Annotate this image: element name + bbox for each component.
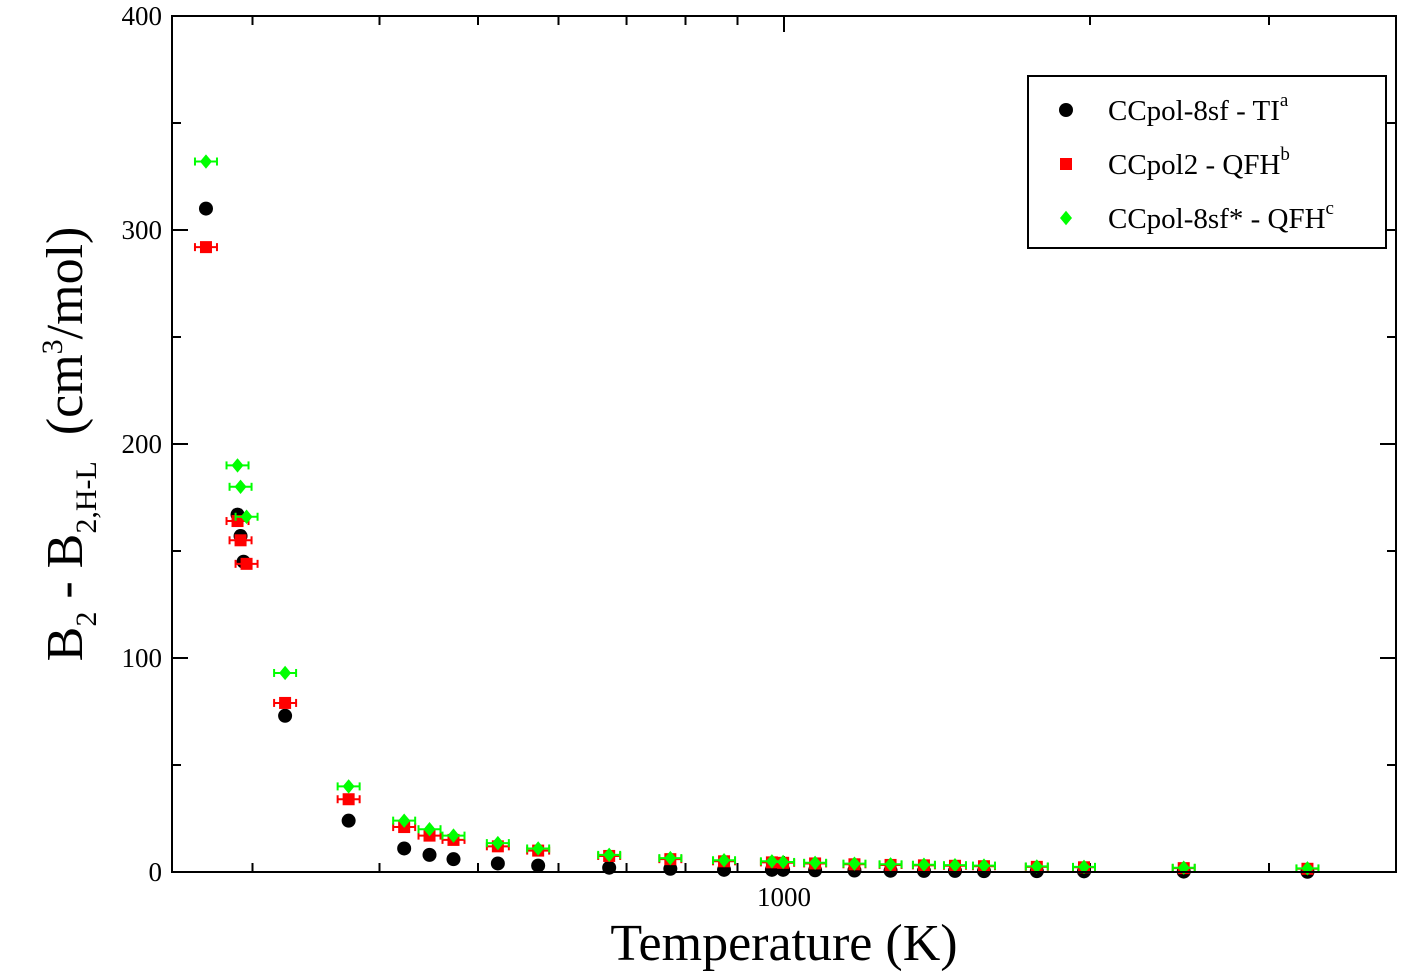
data-point [1077, 859, 1090, 875]
data-point [446, 852, 461, 867]
legend-label: CCpol-8sf* - QFHc [1108, 198, 1334, 235]
data-point [398, 813, 411, 828]
y-title-part-4: /mol) [37, 227, 94, 340]
data-point [603, 847, 616, 863]
data-point [977, 858, 990, 873]
data-point [884, 857, 897, 872]
data-point [279, 665, 292, 681]
data-point [199, 241, 212, 254]
data-point [948, 857, 961, 873]
legend-marker [1059, 103, 1073, 117]
legend-label-name: CCpol-8sf - TI [1108, 95, 1280, 127]
legend-label-sup: a [1280, 90, 1289, 111]
data-point [234, 534, 247, 547]
data-point [231, 515, 244, 528]
series-ccpol-8sf-qfh [193, 154, 1320, 876]
data-point [809, 855, 822, 870]
legend-marker [1060, 210, 1072, 226]
legend-label-name: CCpol-8sf* - QFH [1108, 203, 1326, 235]
y-tick-label: 100 [122, 643, 163, 673]
data-point [199, 154, 212, 169]
tick-labels: 0 100 200 300 400 1000 [122, 1, 812, 912]
data-point [342, 779, 355, 794]
data-point [198, 201, 213, 216]
data-point [397, 841, 412, 856]
legend-label: CCpol2 - QFHb [1108, 144, 1290, 181]
y-title-part-1: B [37, 627, 94, 662]
y-tick-label: 200 [122, 429, 163, 459]
data-point [917, 857, 930, 872]
y-title-sub-2: 2,H-L [70, 461, 103, 533]
data-point [848, 856, 861, 871]
plot-frame [171, 15, 1397, 873]
legend-label: CCpol-8sf - TIa [1108, 90, 1289, 127]
data-point [447, 828, 460, 843]
data-point [240, 557, 253, 570]
data-point [777, 854, 790, 870]
data-point [491, 835, 504, 851]
data-point [341, 813, 356, 828]
data-point [532, 841, 545, 856]
series-ccpol2-qfh [193, 241, 1320, 875]
legend: CCpol-8sf - TIa CCpol2 - QFHb CCpol-8sf* -… [1027, 75, 1387, 249]
legend-label-name: CCpol2 - QFH [1108, 149, 1280, 181]
y-tick-label: 0 [149, 857, 163, 887]
data-point [231, 458, 244, 473]
series-ccpol-8sf-ti [198, 201, 1315, 879]
data-point [490, 856, 505, 871]
data-point [1301, 861, 1314, 876]
y-title-sub-1: 2 [70, 612, 103, 627]
data-point [279, 696, 292, 709]
y-title-sup: 3 [36, 339, 69, 354]
x-axis-title: Temperature (K) [610, 915, 957, 972]
data-point [1030, 859, 1043, 874]
data-point [664, 850, 677, 866]
data-point [342, 793, 355, 806]
y-tick-label: 300 [122, 215, 163, 245]
x-tick-label: 1000 [757, 882, 811, 912]
data-point [240, 509, 253, 524]
data-point [234, 479, 247, 494]
data-point [422, 847, 437, 862]
data-point [718, 853, 731, 868]
data-point [278, 708, 293, 723]
y-title-part-3: (cm [37, 354, 94, 461]
legend-marker [1060, 158, 1072, 170]
data-point [531, 858, 546, 873]
data-point [423, 822, 436, 837]
y-title-part-2: - B [37, 534, 94, 612]
series-layer [193, 154, 1320, 879]
y-axis-title: B2 - B2,H-L (cm3/mol) [36, 227, 103, 662]
legend-box [1027, 75, 1387, 249]
data-point [1177, 860, 1190, 875]
y-tick-label: 400 [122, 1, 163, 31]
legend-label-sup: c [1326, 198, 1334, 219]
legend-entries: CCpol-8sf - TIa CCpol2 - QFHb CCpol-8sf* -… [1059, 90, 1334, 235]
legend-label-sup: b [1280, 144, 1290, 165]
